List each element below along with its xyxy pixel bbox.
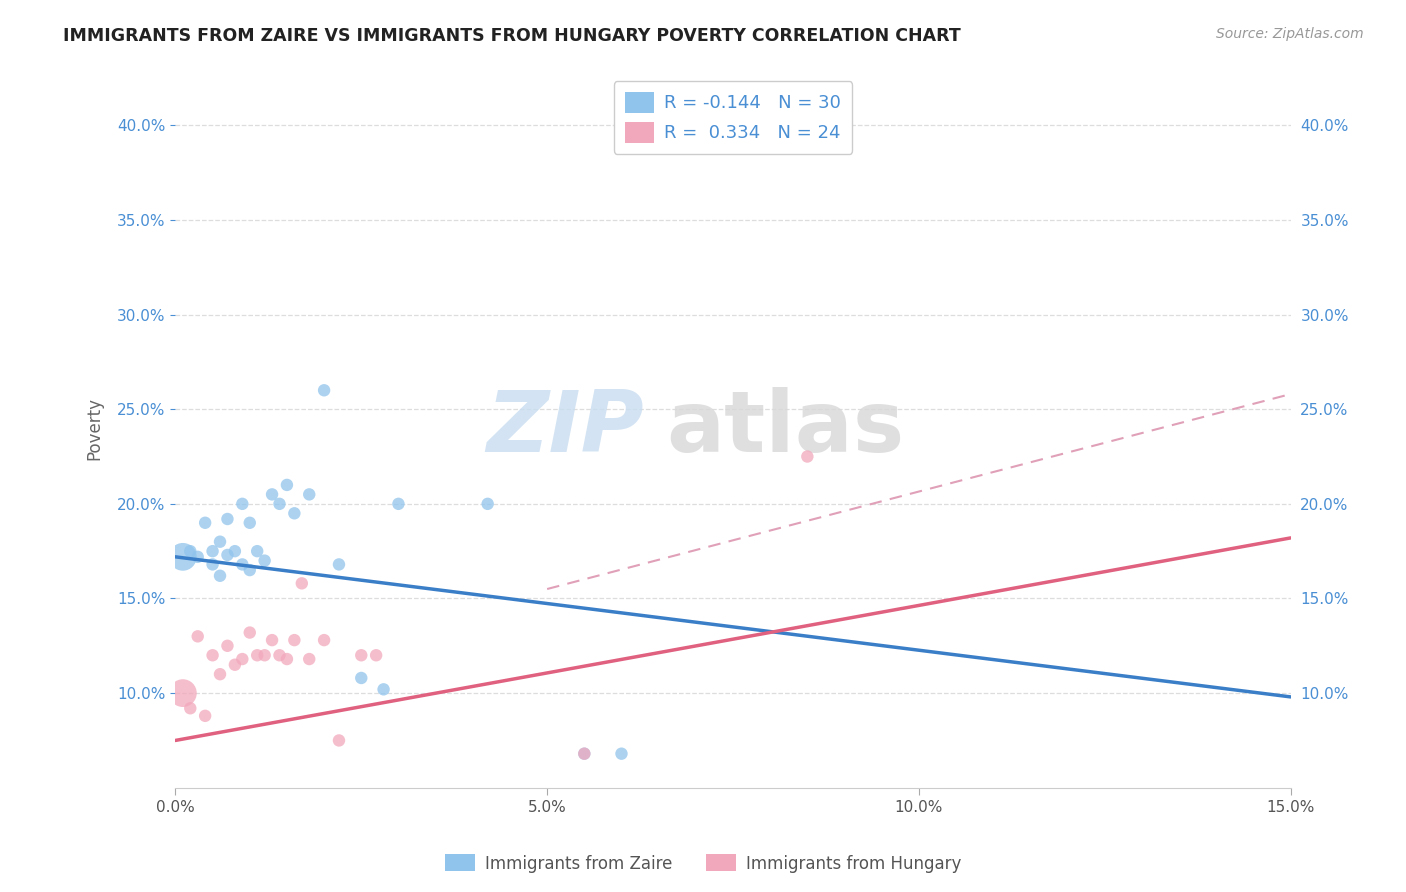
Legend: Immigrants from Zaire, Immigrants from Hungary: Immigrants from Zaire, Immigrants from H… <box>439 847 967 880</box>
Point <box>172 549 194 564</box>
Point <box>217 639 239 653</box>
Point <box>194 709 217 723</box>
Point <box>610 747 633 761</box>
Point <box>283 633 305 648</box>
Point <box>208 534 231 549</box>
Text: Source: ZipAtlas.com: Source: ZipAtlas.com <box>1216 27 1364 41</box>
Point <box>260 487 283 501</box>
Point <box>328 558 350 572</box>
Point <box>260 633 283 648</box>
Point <box>253 648 276 663</box>
Point <box>298 487 321 501</box>
Text: atlas: atlas <box>666 386 904 469</box>
Point <box>187 549 209 564</box>
Point <box>208 568 231 582</box>
Point <box>231 497 253 511</box>
Point <box>231 558 253 572</box>
Legend: R = -0.144   N = 30, R =  0.334   N = 24: R = -0.144 N = 30, R = 0.334 N = 24 <box>614 81 852 153</box>
Point <box>574 747 596 761</box>
Point <box>239 563 262 577</box>
Point <box>217 512 239 526</box>
Point <box>239 625 262 640</box>
Point <box>298 652 321 666</box>
Point <box>574 747 596 761</box>
Point <box>314 633 336 648</box>
Point <box>224 657 246 672</box>
Point <box>187 629 209 643</box>
Point <box>314 384 336 398</box>
Point <box>276 478 298 492</box>
Point <box>224 544 246 558</box>
Point <box>291 576 314 591</box>
Text: ZIP: ZIP <box>486 386 644 469</box>
Point <box>276 652 298 666</box>
Point <box>269 648 291 663</box>
Point <box>246 648 269 663</box>
Point <box>477 497 499 511</box>
Point <box>217 548 239 562</box>
Point <box>239 516 262 530</box>
Point <box>179 544 201 558</box>
Y-axis label: Poverty: Poverty <box>86 397 103 459</box>
Point <box>387 497 409 511</box>
Text: IMMIGRANTS FROM ZAIRE VS IMMIGRANTS FROM HUNGARY POVERTY CORRELATION CHART: IMMIGRANTS FROM ZAIRE VS IMMIGRANTS FROM… <box>63 27 962 45</box>
Point <box>366 648 388 663</box>
Point <box>283 506 305 520</box>
Point <box>201 648 224 663</box>
Point <box>253 554 276 568</box>
Point <box>179 701 201 715</box>
Point <box>246 544 269 558</box>
Point <box>350 671 373 685</box>
Point <box>194 516 217 530</box>
Point <box>201 544 224 558</box>
Point <box>172 686 194 700</box>
Point <box>201 558 224 572</box>
Point <box>328 733 350 747</box>
Point <box>796 450 818 464</box>
Point <box>269 497 291 511</box>
Point <box>208 667 231 681</box>
Point <box>350 648 373 663</box>
Point <box>231 652 253 666</box>
Point <box>373 682 395 697</box>
